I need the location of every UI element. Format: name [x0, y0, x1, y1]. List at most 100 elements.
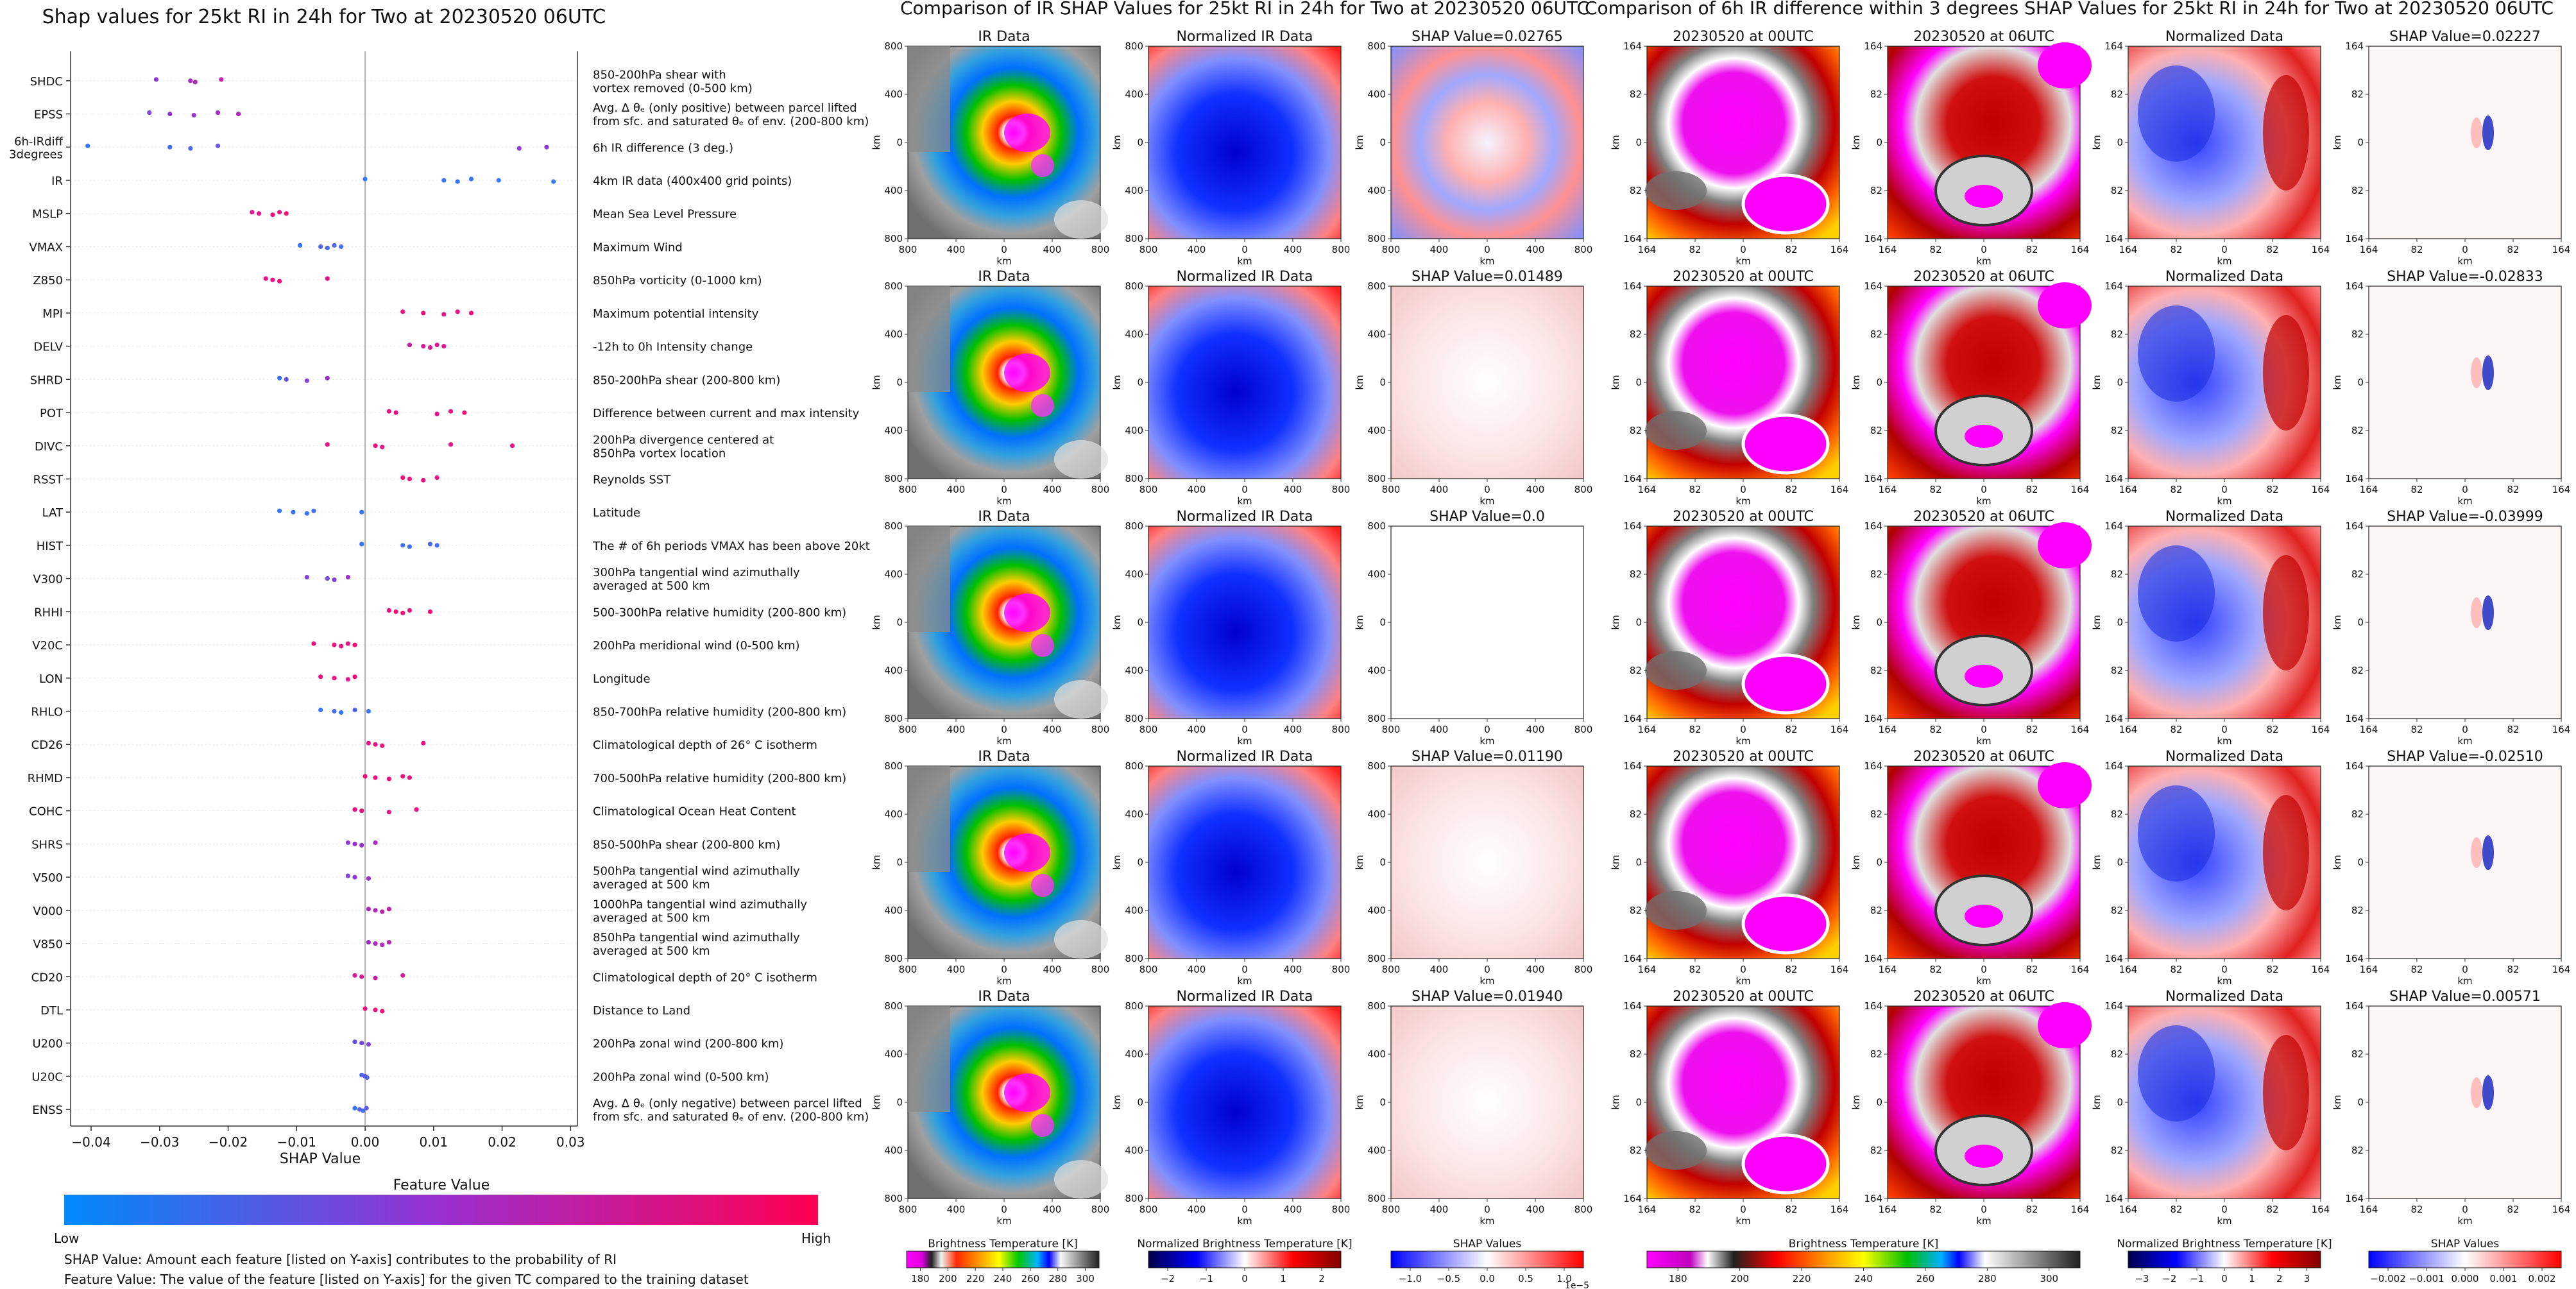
panel-x-tick-label: 82: [1929, 964, 1941, 975]
panel-y-tick-label: 82: [1870, 568, 1882, 580]
panel-y-unit: km: [1111, 1095, 1123, 1109]
panel-y-tick-label: 82: [2351, 425, 2364, 436]
panel-y-tick-label: 800: [1125, 40, 1143, 52]
cold-patch: [1741, 413, 1830, 475]
panel-x-tick-label: 82: [1689, 244, 1701, 255]
feature-description: -12h to 0h Intensity change: [593, 341, 753, 354]
panel-y-tick-label: 400: [884, 89, 903, 100]
x-tick-label: −0.02: [209, 1134, 248, 1150]
panel-x-tick-label: 164: [1830, 244, 1849, 255]
shap-point: [235, 111, 241, 117]
panel-y-tick-label: 82: [2111, 905, 2123, 916]
normalized-ir-image: [1148, 1005, 1342, 1199]
shap-pos-spot: [2471, 1077, 2482, 1108]
panel-x-tick-label: 800: [1139, 724, 1158, 735]
panel-y-tick-label: 0: [2117, 617, 2123, 628]
shap-point: [421, 477, 426, 483]
panel-x-unit: km: [2457, 255, 2472, 267]
panel-y-tick-label: 800: [1367, 713, 1386, 724]
panel-x-tick-label: 82: [1785, 244, 1797, 255]
colorbar-tick-label: 3: [2304, 1273, 2310, 1285]
warm-band: [2263, 75, 2309, 191]
panel-y-tick-label: 800: [1367, 1193, 1386, 1204]
panel-x-unit: km: [2457, 735, 2472, 747]
shap-point: [153, 77, 159, 82]
panel-y-tick-label: 400: [884, 905, 903, 916]
panel-y-tick-label: 0: [2357, 857, 2364, 868]
panel-x-tick-label: 0: [1241, 724, 1248, 735]
panel-x-tick-label: 82: [2170, 484, 2182, 495]
feature-description: 850-200hPa shear with: [593, 68, 726, 81]
shap-point: [400, 610, 405, 615]
grey-patch: [1645, 891, 1707, 930]
panel-x-tick-label: 82: [2026, 1204, 2038, 1215]
panel-y-tick-label: 0: [1137, 137, 1143, 148]
panel-y-tick-label: 400: [884, 568, 903, 580]
panel-x-tick-label: 164: [2360, 1204, 2378, 1215]
panel-y-tick-label: 82: [2111, 1145, 2123, 1156]
panel-x-tick-label: 400: [1526, 244, 1545, 255]
panel-y-tick-label: 800: [1125, 1193, 1143, 1204]
shap-point: [516, 146, 522, 151]
colorbar-high-label: High: [801, 1231, 831, 1246]
shap-point: [427, 609, 433, 614]
ir-land-patch: [908, 46, 950, 152]
panel-x-tick-label: 164: [2119, 724, 2138, 735]
panel-x-tick-label: 164: [1879, 484, 1897, 495]
panel-x-tick-label: 82: [2266, 244, 2278, 255]
panel-y-tick-label: 400: [1367, 329, 1386, 340]
panel-x-tick-label: 164: [1879, 724, 1897, 735]
shap-point: [277, 278, 282, 284]
panel-y-unit: km: [1354, 135, 1365, 149]
panel-x-tick-label: 0: [1981, 964, 1987, 975]
panel-y-tick-label: 164: [2345, 1193, 2364, 1204]
panel-x-tick-label: 400: [1526, 964, 1545, 975]
panel-y-tick-label: 400: [1367, 1145, 1386, 1156]
bottom-colorbars: Brightness Temperature [K]180 200 220 240 26…: [906, 1238, 2562, 1289]
x-tick-label: 0.02: [488, 1134, 516, 1150]
shap-point: [421, 740, 426, 746]
shap-point: [363, 774, 368, 779]
panel-y-unit: km: [1111, 375, 1123, 389]
panel-x-tick-label: 800: [1332, 1204, 1351, 1215]
panel-title: IR Data: [978, 749, 1030, 765]
panel-y-tick-label: 800: [1125, 760, 1143, 772]
panel-x-tick-label: 164: [1830, 724, 1849, 735]
footnote-feature: Feature Value: The value of the feature …: [64, 1272, 749, 1287]
feature-description: 4km IR data (400x400 grid points): [593, 175, 792, 188]
shap-point: [325, 245, 330, 251]
panel-y-tick-label: 164: [1864, 520, 1882, 532]
panel-y-tick-label: 164: [2104, 953, 2123, 964]
feature-label: RHHI: [34, 606, 63, 619]
panel-y-tick-label: 0: [1876, 857, 1882, 868]
shap-point: [345, 575, 350, 580]
shap-point: [380, 445, 385, 450]
panel-x-tick-label: 800: [1382, 244, 1401, 255]
shap-point: [339, 644, 344, 649]
panel-x-tick-label: 0: [2221, 1204, 2228, 1215]
shap-point: [448, 442, 454, 447]
shap-point: [277, 210, 282, 215]
panel-y-tick-label: 164: [1864, 760, 1882, 772]
panel-x-tick-label: 164: [1638, 484, 1657, 495]
panel-y-tick-label: 0: [896, 137, 903, 148]
feature-label: ENSS: [32, 1104, 63, 1117]
panel-y-tick-label: 0: [896, 377, 903, 388]
panel-x-tick-label: 400: [1043, 964, 1062, 975]
panel-y-tick-label: 164: [1623, 713, 1642, 724]
panel-y-tick-label: 164: [2104, 1193, 2123, 1204]
panel-x-unit: km: [2217, 255, 2231, 267]
colorbar-tick-label: 1: [1280, 1273, 1286, 1285]
panel-y-tick-label: 0: [1635, 617, 1642, 628]
panel-y-tick-label: 164: [1623, 1193, 1642, 1204]
panel-y-tick-label: 82: [1630, 89, 1642, 100]
panel-x-tick-label: 0: [1241, 1204, 1248, 1215]
panel-y-tick-label: 164: [2345, 40, 2364, 52]
panel-y-tick-label: 0: [1379, 1097, 1386, 1108]
panel-y-tick-label: 800: [1367, 1000, 1386, 1012]
shap-point: [363, 176, 368, 182]
panel-y-tick-label: 164: [2104, 233, 2123, 244]
feature-description: 850hPa vorticity (0-1000 km): [593, 274, 762, 287]
shap-point: [359, 509, 364, 515]
colorbar-low-label: Low: [54, 1231, 79, 1246]
